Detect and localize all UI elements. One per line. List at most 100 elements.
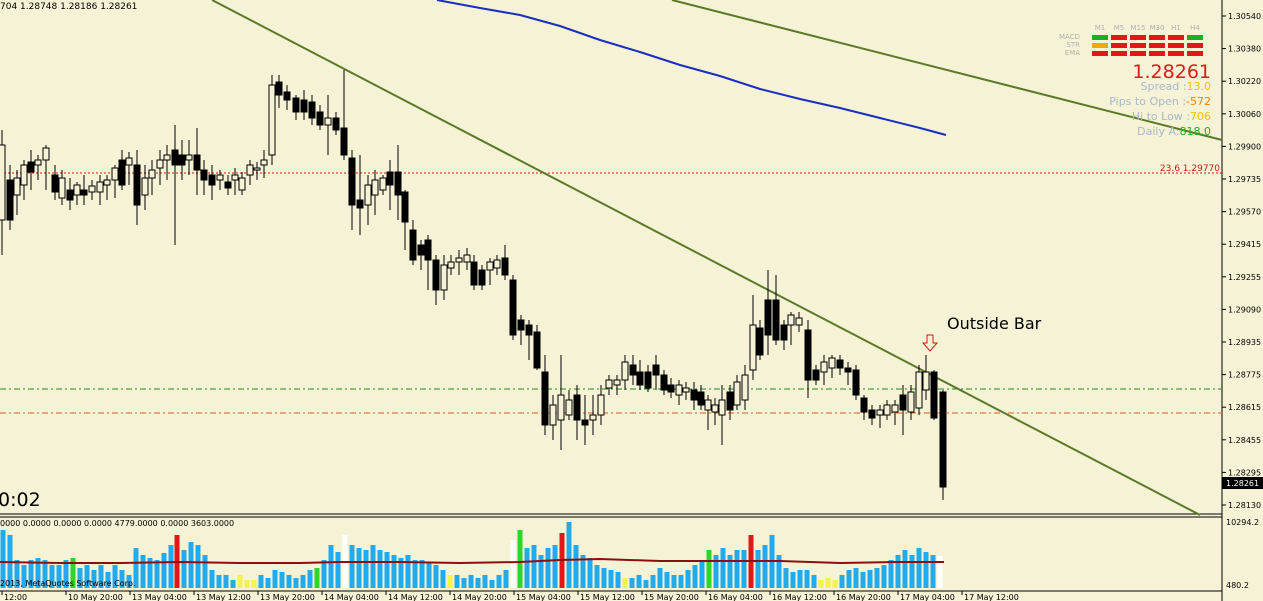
candle-body [636, 371, 644, 386]
candle-body [463, 254, 471, 263]
candle-body [690, 389, 698, 401]
price-tick-label: 1.29735 [1228, 175, 1261, 184]
descending-trendline[interactable] [211, 0, 1201, 516]
candle-body [525, 324, 533, 336]
candle-body [549, 404, 557, 426]
time-tick-label: 17 May 12:00 [964, 593, 1019, 601]
candle-body [660, 374, 668, 391]
volume-bar [867, 570, 873, 588]
candle-body [557, 394, 565, 421]
volume-bar [447, 575, 453, 588]
volume-bar [28, 560, 34, 588]
price-axis[interactable]: 1.30540 1.30380 1.30220 1.30060 1.29900 1.297… [1222, 12, 1261, 510]
candle-body [922, 371, 930, 391]
time-tick-label: 15 May 20:00 [644, 593, 699, 601]
volume-bar [741, 550, 747, 588]
volume-bar [216, 575, 222, 588]
candle-body [883, 404, 891, 416]
volume-header-text: 0000 0.0000 0.0000 0.0000 4779.0000 0.00… [0, 519, 234, 528]
candlestick-series[interactable] [0, 70, 947, 500]
signal-cell [1149, 43, 1165, 48]
info-line-value: 818.0 [1180, 125, 1212, 138]
timeframe-label: M30 [1150, 24, 1165, 32]
candle-body [103, 179, 111, 186]
signal-cell [1149, 51, 1165, 56]
volume-bar [188, 542, 194, 588]
timeframe-label: M15 [1131, 24, 1146, 32]
candle-body [316, 111, 324, 126]
candle-body [565, 399, 573, 416]
volume-bar [300, 575, 306, 588]
candle-body [51, 174, 59, 193]
candle-body [193, 154, 201, 171]
time-axis[interactable]: 12:00 10 May 20:00 13 May 04:00 13 May 12:0… [1, 591, 1019, 601]
volume-bar [622, 578, 628, 588]
info-line-label: Spread : [1141, 80, 1187, 93]
candle-body [432, 259, 440, 291]
volume-bar [279, 572, 285, 588]
volume-panel[interactable]: 0000 0.0000 0.0000 0.0000 4779.0000 0.00… [0, 516, 1259, 592]
candle-body [308, 101, 316, 119]
price-tick-label: 1.30060 [1228, 110, 1261, 119]
candle-body [148, 169, 156, 179]
timeframe-label: M1 [1095, 24, 1106, 32]
time-tick-label: 15 May 12:00 [580, 593, 635, 601]
signal-grid [1092, 35, 1203, 56]
volume-bar [706, 550, 712, 588]
candle-body [772, 299, 780, 341]
time-tick-label: 14 May 12:00 [388, 593, 443, 601]
candle-body [509, 279, 517, 336]
price-tick-label: 1.29570 [1228, 208, 1261, 217]
candle-body [200, 169, 208, 181]
volume-bar [56, 565, 62, 588]
volume-bar [811, 575, 817, 588]
volume-bar [42, 560, 48, 588]
candle-body [733, 381, 741, 406]
candle-body [455, 257, 463, 263]
volume-bar [133, 548, 139, 588]
volume-bar [489, 580, 495, 588]
volume-bar [468, 575, 474, 588]
candle-body [324, 117, 332, 126]
candle-body [96, 181, 104, 193]
volume-bar [482, 575, 488, 588]
volume-bar [35, 558, 41, 588]
info-line-label: Daily A: [1137, 125, 1179, 138]
candle-body [27, 161, 35, 173]
volume-average-line[interactable] [0, 557, 944, 565]
signal-cell [1187, 43, 1203, 48]
volume-bar-series[interactable] [0, 522, 943, 588]
volume-bar [594, 565, 600, 588]
upper-trendline[interactable] [671, 0, 1223, 141]
volume-bar [517, 530, 523, 588]
candle-body [386, 171, 394, 186]
volume-bar [860, 572, 866, 588]
candle-body [208, 174, 216, 186]
volume-bar [307, 570, 313, 588]
candle-body [156, 159, 164, 169]
candle-body [501, 257, 509, 276]
row-label-str: STR [1066, 41, 1080, 49]
volume-bar [650, 575, 656, 588]
volume-bar [496, 575, 502, 588]
volume-bar [168, 545, 174, 588]
candle-body [371, 179, 379, 196]
candle-body [73, 184, 81, 196]
price-tick-label: 1.29415 [1228, 240, 1261, 249]
candle-body [704, 399, 712, 411]
candle-body [652, 364, 660, 376]
volume-bar [272, 570, 278, 588]
time-tick-label: 12:00 [4, 593, 27, 601]
volume-bar [937, 556, 943, 588]
candle-body [440, 264, 448, 291]
candle-body [253, 167, 261, 171]
candle-body [417, 244, 425, 256]
volume-bar [832, 580, 838, 588]
volume-bar [874, 568, 880, 588]
price-tick-label: 1.30220 [1228, 77, 1261, 86]
volume-bar [21, 565, 27, 588]
candle-body [379, 177, 387, 191]
moving-average-line[interactable] [436, 0, 947, 136]
